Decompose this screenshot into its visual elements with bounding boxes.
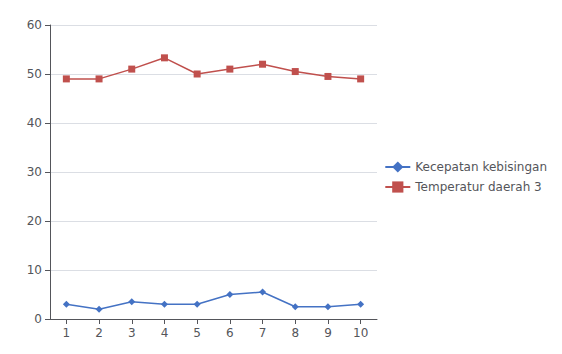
svg-text:Temperatur daerah 3: Temperatur daerah 3 — [414, 180, 541, 194]
svg-text:3: 3 — [128, 326, 136, 340]
svg-text:40: 40 — [27, 116, 42, 130]
svg-text:5: 5 — [193, 326, 201, 340]
svg-text:10: 10 — [27, 263, 42, 277]
svg-text:6: 6 — [226, 326, 234, 340]
svg-text:Kecepatan kebisingan: Kecepatan kebisingan — [415, 160, 547, 174]
svg-text:10: 10 — [353, 326, 368, 340]
svg-text:7: 7 — [259, 326, 267, 340]
svg-text:60: 60 — [27, 18, 42, 32]
svg-text:1: 1 — [63, 326, 71, 340]
svg-text:4: 4 — [161, 326, 169, 340]
svg-text:20: 20 — [27, 214, 42, 228]
svg-text:50: 50 — [27, 67, 42, 81]
svg-text:2: 2 — [95, 326, 103, 340]
svg-text:0: 0 — [34, 312, 42, 326]
svg-text:30: 30 — [27, 165, 42, 179]
svg-text:8: 8 — [291, 326, 299, 340]
svg-text:9: 9 — [324, 326, 332, 340]
